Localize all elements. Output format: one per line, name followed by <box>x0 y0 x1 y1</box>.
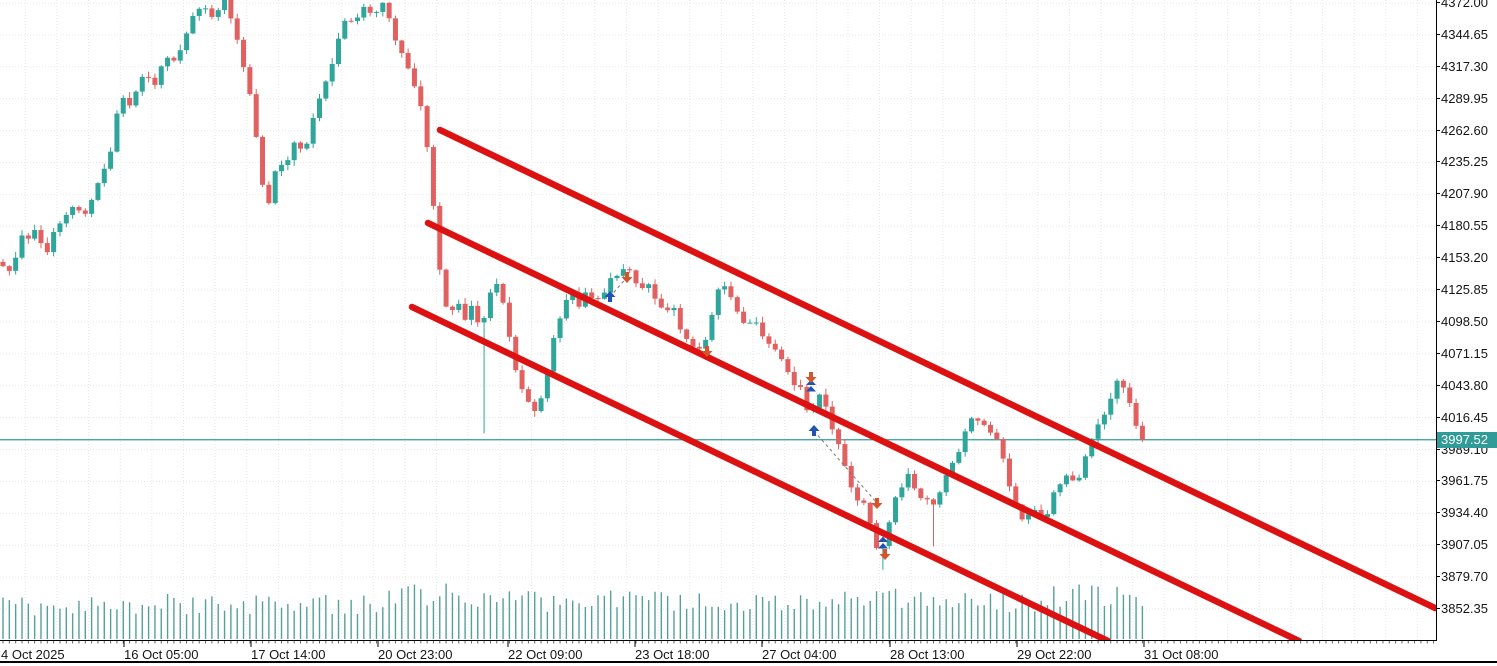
grid-lines <box>0 0 1436 641</box>
price-axis-label: 3852.35 <box>1436 602 1497 616</box>
trade-result-line <box>813 430 878 504</box>
time-axis-label: 28 Oct 13:00 <box>890 647 965 662</box>
trend-line[interactable] <box>436 126 1436 612</box>
price-axis-label: 3961.75 <box>1436 474 1497 488</box>
sell-arrow-icon <box>879 549 891 560</box>
price-axis-label: 4180.55 <box>1436 219 1497 233</box>
trend-channel-lines[interactable] <box>408 126 1436 641</box>
price-axis-label: 4372.00 <box>1436 0 1497 10</box>
sell-arrow-icon <box>701 346 713 357</box>
time-axis-label: 31 Oct 08:00 <box>1144 647 1219 662</box>
volume-bars <box>2 583 1144 639</box>
price-axis-label: 4344.65 <box>1436 27 1497 42</box>
trade-markers <box>604 272 891 560</box>
price-axis-label: 4098.50 <box>1436 314 1497 329</box>
time-axis-label: 16 Oct 05:00 <box>124 647 199 662</box>
trend-line[interactable] <box>424 219 1303 641</box>
price-axis[interactable]: 4372.00 4344.65 4317.30 4289.95 4262.60 4235.… <box>1436 0 1497 641</box>
buy-double-arrow-icon <box>878 536 888 549</box>
price-axis-label: 4317.30 <box>1436 59 1497 74</box>
sell-arrow-icon <box>621 272 633 283</box>
time-axis-label: 22 Oct 09:00 <box>508 647 583 662</box>
time-axis-label: 4 Oct 2025 <box>1 647 65 662</box>
window-bottom-border <box>0 661 1497 663</box>
sell-arrow-icon <box>805 372 817 383</box>
buy-double-arrow-icon <box>806 379 816 392</box>
price-axis-label: 4235.25 <box>1436 155 1497 169</box>
price-axis-label: 4125.85 <box>1436 283 1497 297</box>
price-axis-label: 4207.90 <box>1436 187 1497 201</box>
trade-result-line <box>609 276 628 298</box>
time-axis-label: 20 Oct 23:00 <box>378 647 453 662</box>
time-axis[interactable]: 4 Oct 2025 16 Oct 05:00 17 Oct 14:00 20 Oct… <box>0 641 1497 664</box>
price-axis-label: 4262.60 <box>1436 123 1497 138</box>
price-axis-label: 4153.20 <box>1436 251 1497 265</box>
chart-plot-area[interactable] <box>0 0 1436 641</box>
price-axis-label: 4016.45 <box>1436 410 1497 425</box>
price-axis-label: 3879.70 <box>1436 570 1497 584</box>
price-axis-label: 3907.05 <box>1436 538 1497 552</box>
time-axis-label: 17 Oct 14:00 <box>251 647 326 662</box>
price-axis-label: 4043.80 <box>1436 378 1497 393</box>
current-price-badge: 3997.52 <box>1437 431 1497 448</box>
buy-arrow-icon <box>604 291 616 302</box>
trend-line[interactable] <box>408 303 1112 641</box>
sell-arrow-icon <box>871 498 883 509</box>
time-axis-label: 27 Oct 04:00 <box>762 647 837 662</box>
chart-bottom-frame <box>0 640 1437 641</box>
time-axis-label: 23 Oct 18:00 <box>635 647 710 662</box>
buy-arrow-icon <box>808 425 820 436</box>
price-axis-label: 4071.15 <box>1436 346 1497 361</box>
price-axis-label: 4289.95 <box>1436 91 1497 106</box>
price-axis-label: 3934.40 <box>1436 506 1497 520</box>
time-axis-label: 29 Oct 22:00 <box>1017 647 1092 662</box>
